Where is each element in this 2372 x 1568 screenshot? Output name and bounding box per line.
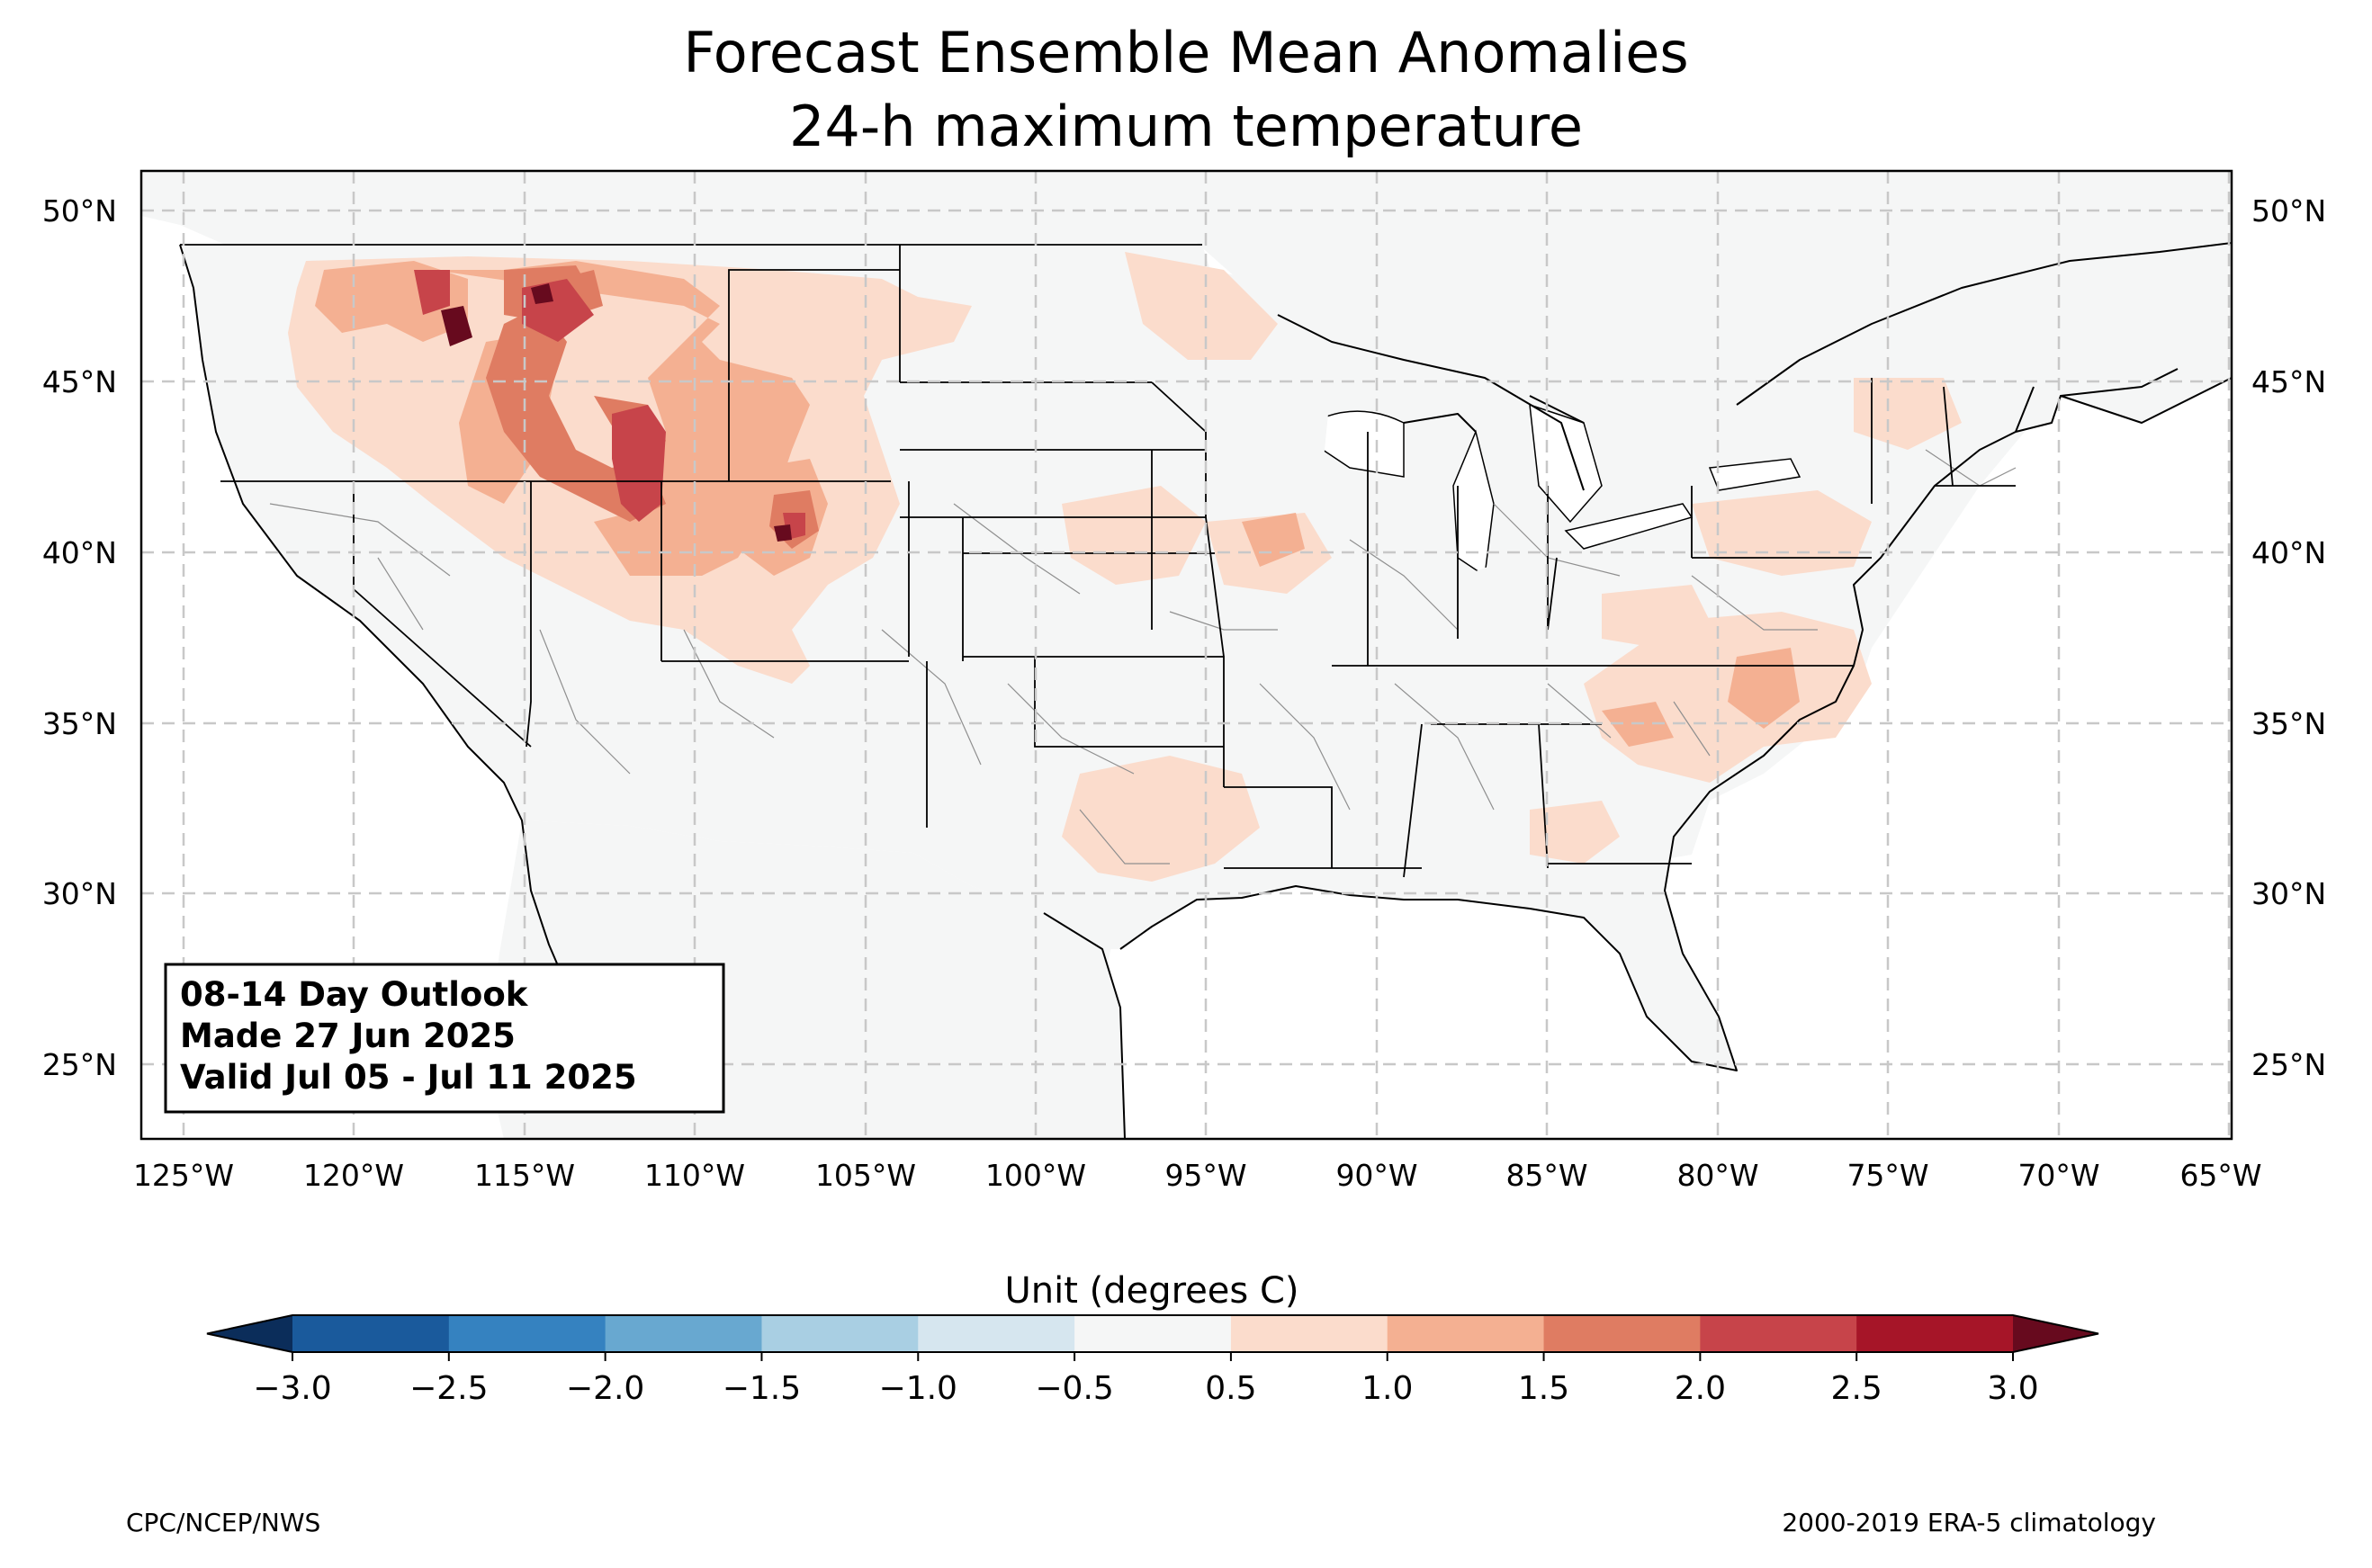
colorbar-ticks: −3.0 −2.5 −2.0 −1.5 −1.0 −0.5 0.5 1.0 1.5 2.0 2.5 3… — [253, 1352, 2039, 1407]
anomaly-region — [594, 504, 720, 576]
colorbar-segment — [1387, 1315, 1545, 1352]
county-boundaries — [269, 449, 2017, 865]
anomaly-region — [1854, 378, 1962, 450]
anomaly-region — [414, 270, 450, 315]
lat-label: 45°N — [42, 364, 117, 399]
colorbar-under-extension — [207, 1315, 292, 1352]
lon-label: 70°W — [2017, 1158, 2099, 1193]
canada-landmass — [141, 171, 2232, 490]
lat-label: 30°N — [2251, 876, 2326, 911]
lat-label: 35°N — [2251, 706, 2326, 741]
colorbar-segment — [1700, 1315, 1857, 1352]
colorbar-segment — [292, 1315, 450, 1352]
outlook-info-box: 08-14 Day Outlook Made 27 Jun 2025 Valid… — [164, 963, 725, 1114]
anomaly-region — [558, 270, 603, 315]
colorbar-tick-label: −1.5 — [723, 1370, 801, 1407]
colorbar-segment — [1543, 1315, 1701, 1352]
lake-michigan — [1452, 429, 1495, 578]
lon-label: 125°W — [133, 1158, 234, 1193]
colorbar-tick-label: −3.0 — [253, 1370, 331, 1407]
lon-label: 115°W — [474, 1158, 575, 1193]
colorbar-segment — [1230, 1315, 1388, 1352]
anomaly-region — [1062, 756, 1260, 882]
anomaly-contours — [234, 243, 2034, 1008]
lon-label: 75°W — [1846, 1158, 1928, 1193]
lat-label: 30°N — [42, 876, 117, 911]
colorbar-segment — [1856, 1315, 2014, 1352]
lat-label: 50°N — [2251, 193, 2326, 228]
made-date: Made 27 Jun 2025 — [180, 1017, 516, 1055]
lat-label: 40°N — [2251, 535, 2326, 570]
colorbar-segment — [1074, 1315, 1232, 1352]
anomaly-map: 50°N 45°N 40°N 35°N 30°N 25°N 50°N 45°N … — [42, 169, 2326, 1193]
lon-labels: 125°W 120°W 115°W 110°W 105°W 100°W 95°W… — [133, 1158, 2262, 1193]
info-box-frame — [164, 963, 725, 1114]
colorbar-segment — [605, 1315, 762, 1352]
anomaly-region — [432, 261, 810, 576]
lat-label: 35°N — [42, 706, 117, 741]
lat-label: 45°N — [2251, 364, 2326, 399]
lon-label: 80°W — [1676, 1158, 1758, 1193]
colorbar-tick-label: −1.0 — [879, 1370, 957, 1407]
colorbar-segment — [761, 1315, 919, 1352]
colorbar-segment — [918, 1315, 1075, 1352]
anomaly-region — [1728, 648, 1800, 729]
lon-label: 90°W — [1335, 1158, 1417, 1193]
anomaly-region — [1692, 490, 1872, 576]
lat-labels-right: 50°N 45°N 40°N 35°N 30°N 25°N — [2251, 193, 2326, 1082]
colorbar-tick-label: 0.5 — [1205, 1370, 1256, 1407]
lon-label: 65°W — [2179, 1158, 2261, 1193]
lat-label: 40°N — [42, 535, 117, 570]
colorbar-segments — [206, 1314, 2099, 1353]
colorbar-title: Unit (degrees C) — [1004, 1270, 1298, 1312]
lon-label: 120°W — [303, 1158, 404, 1193]
lat-labels-left: 50°N 45°N 40°N 35°N 30°N 25°N — [42, 193, 117, 1082]
lon-label: 95°W — [1164, 1158, 1246, 1193]
graticule — [141, 171, 2232, 1139]
anomaly-region — [441, 306, 472, 346]
credit-right: 2000-2019 ERA-5 climatology — [1782, 1508, 2156, 1537]
colorbar: Unit (degrees C) −3.0 −2.5 −2.0 −1.5 −1.0 −0.… — [206, 1270, 2099, 1407]
lat-label: 50°N — [42, 193, 117, 228]
anomaly-region — [774, 524, 792, 542]
lon-label: 85°W — [1505, 1158, 1587, 1193]
anomaly-region — [531, 283, 553, 304]
anomaly-region — [612, 405, 666, 522]
lon-label: 105°W — [815, 1158, 916, 1193]
colorbar-over-extension — [2013, 1315, 2098, 1352]
coastline — [179, 242, 2232, 1139]
valid-range: Valid Jul 05 - Jul 11 2025 — [180, 1058, 637, 1097]
figure-title-line2: 24-h maximum temperature — [789, 94, 1583, 159]
colorbar-tick-label: 1.5 — [1518, 1370, 1569, 1407]
colorbar-tick-label: 2.0 — [1675, 1370, 1726, 1407]
colorbar-tick-label: −2.5 — [409, 1370, 488, 1407]
anomaly-region — [1062, 486, 1206, 585]
credit-left: CPC/NCEP/NWS — [126, 1508, 320, 1537]
lat-label: 25°N — [42, 1047, 117, 1082]
lat-label: 25°N — [2251, 1047, 2326, 1082]
figure-title-line1: Forecast Ensemble Mean Anomalies — [683, 20, 1688, 85]
lon-label: 110°W — [644, 1158, 745, 1193]
lake-ontario — [1708, 458, 1801, 491]
outlook-period: 08-14 Day Outlook — [180, 975, 529, 1014]
colorbar-tick-label: −2.0 — [566, 1370, 644, 1407]
anomaly-region — [1125, 252, 1278, 360]
colorbar-segment — [448, 1315, 606, 1352]
colorbar-tick-label: 2.5 — [1831, 1370, 1882, 1407]
lon-label: 100°W — [985, 1158, 1086, 1193]
colorbar-tick-label: 3.0 — [1987, 1370, 2038, 1407]
map-frame — [139, 169, 2233, 1141]
anomaly-region — [1530, 801, 1620, 864]
colorbar-tick-label: −0.5 — [1035, 1370, 1113, 1407]
colorbar-tick-label: 1.0 — [1361, 1370, 1413, 1407]
